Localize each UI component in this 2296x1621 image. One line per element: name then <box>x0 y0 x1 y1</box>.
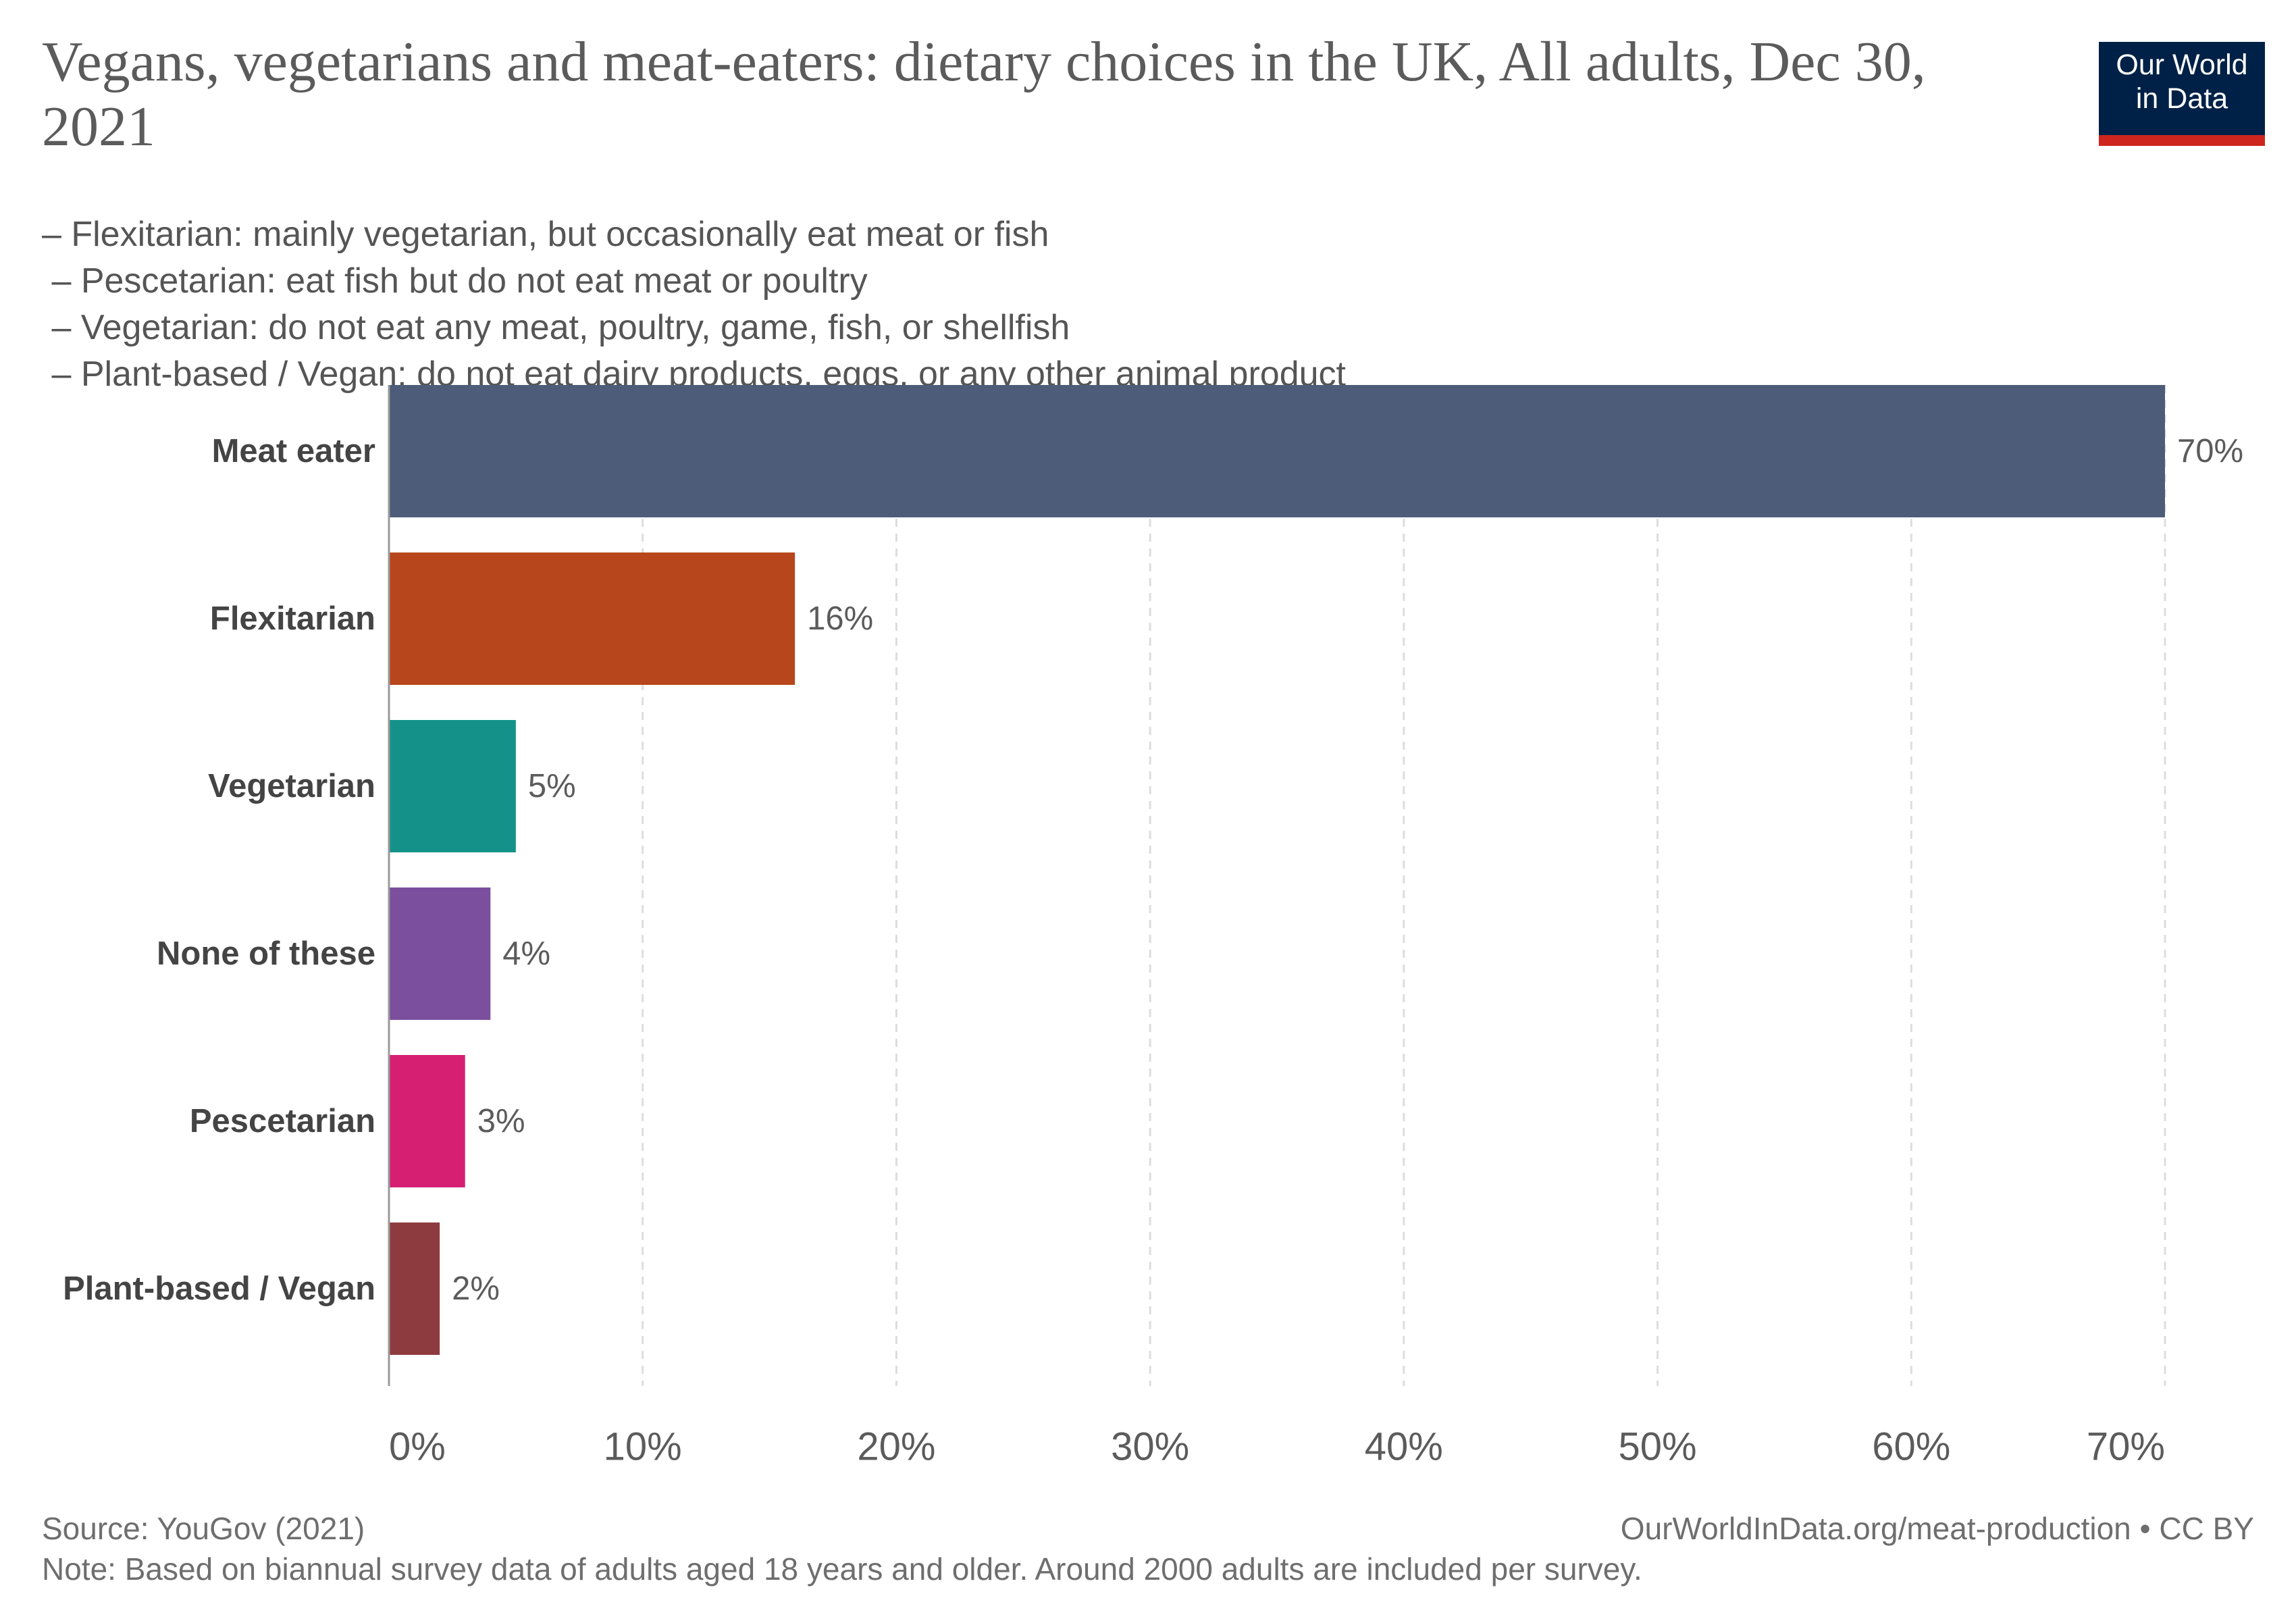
x-tick-labels: 0% 10% 20% 30% 40% 50% 60% 70% <box>389 1425 2165 1469</box>
chart-title: Vegans, vegetarians and meat-eaters: die… <box>42 30 1926 158</box>
value-label-pescetarian: 3% <box>477 1103 525 1139</box>
logo-text-line2: in Data <box>2135 82 2228 115</box>
x-tick-30: 30% <box>1111 1425 1189 1469</box>
category-label-none-of-these: None of these <box>157 935 375 972</box>
bar-flexitarian[interactable] <box>389 552 795 685</box>
bar-plant-based-vegan[interactable] <box>389 1223 440 1355</box>
source-link[interactable]: OurWorldInData.org/meat-production • CC … <box>1620 1511 2254 1546</box>
value-label-vegetarian: 5% <box>528 768 576 804</box>
category-label-plant-based-vegan: Plant-based / Vegan <box>63 1270 375 1307</box>
value-label-flexitarian: 16% <box>807 600 873 637</box>
survey-note: Note: Based on biannual survey data of a… <box>42 1551 1642 1587</box>
x-tick-50: 50% <box>1619 1425 1697 1469</box>
grid-lines <box>642 385 2166 1386</box>
x-tick-70: 70% <box>2087 1425 2165 1469</box>
category-label-pescetarian: Pescetarian <box>190 1103 375 1139</box>
owid-logo[interactable]: Our World in Data <box>2099 42 2265 146</box>
source-note: Source: YouGov (2021) <box>42 1511 365 1546</box>
x-tick-60: 60% <box>1872 1425 1950 1469</box>
category-label-vegetarian: Vegetarian <box>208 768 375 804</box>
x-tick-40: 40% <box>1365 1425 1443 1469</box>
value-labels: 70% 16% 5% 4% 3% 2% <box>452 433 2243 1307</box>
logo-text-line1: Our World <box>2116 49 2248 81</box>
bar-chart: Meat eater Flexitarian Vegetarian None of t… <box>63 385 2243 1469</box>
category-labels: Meat eater Flexitarian Vegetarian None of t… <box>63 433 375 1307</box>
category-label-flexitarian: Flexitarian <box>210 600 375 637</box>
x-tick-10: 10% <box>604 1425 682 1469</box>
subtitle-line-pescetarian: – Pescetarian: eat fish but do not eat m… <box>42 261 868 301</box>
bars <box>389 385 2165 1355</box>
bar-vegetarian[interactable] <box>389 720 516 852</box>
bar-none-of-these[interactable] <box>389 887 491 1020</box>
value-label-plant-based-vegan: 2% <box>452 1270 500 1307</box>
category-label-meat-eater: Meat eater <box>212 433 375 469</box>
bar-pescetarian[interactable] <box>389 1055 465 1187</box>
x-tick-0: 0% <box>389 1425 446 1469</box>
bar-meat-eater[interactable] <box>389 385 2165 517</box>
subtitle-line-vegetarian: – Vegetarian: do not eat any meat, poult… <box>42 308 1070 347</box>
subtitle-line-flexitarian: – Flexitarian: mainly vegetarian, but oc… <box>42 215 1049 254</box>
value-label-none-of-these: 4% <box>502 935 550 972</box>
x-tick-20: 20% <box>857 1425 935 1469</box>
value-label-meat-eater: 70% <box>2177 433 2243 469</box>
logo-accent-bar <box>2099 135 2265 146</box>
